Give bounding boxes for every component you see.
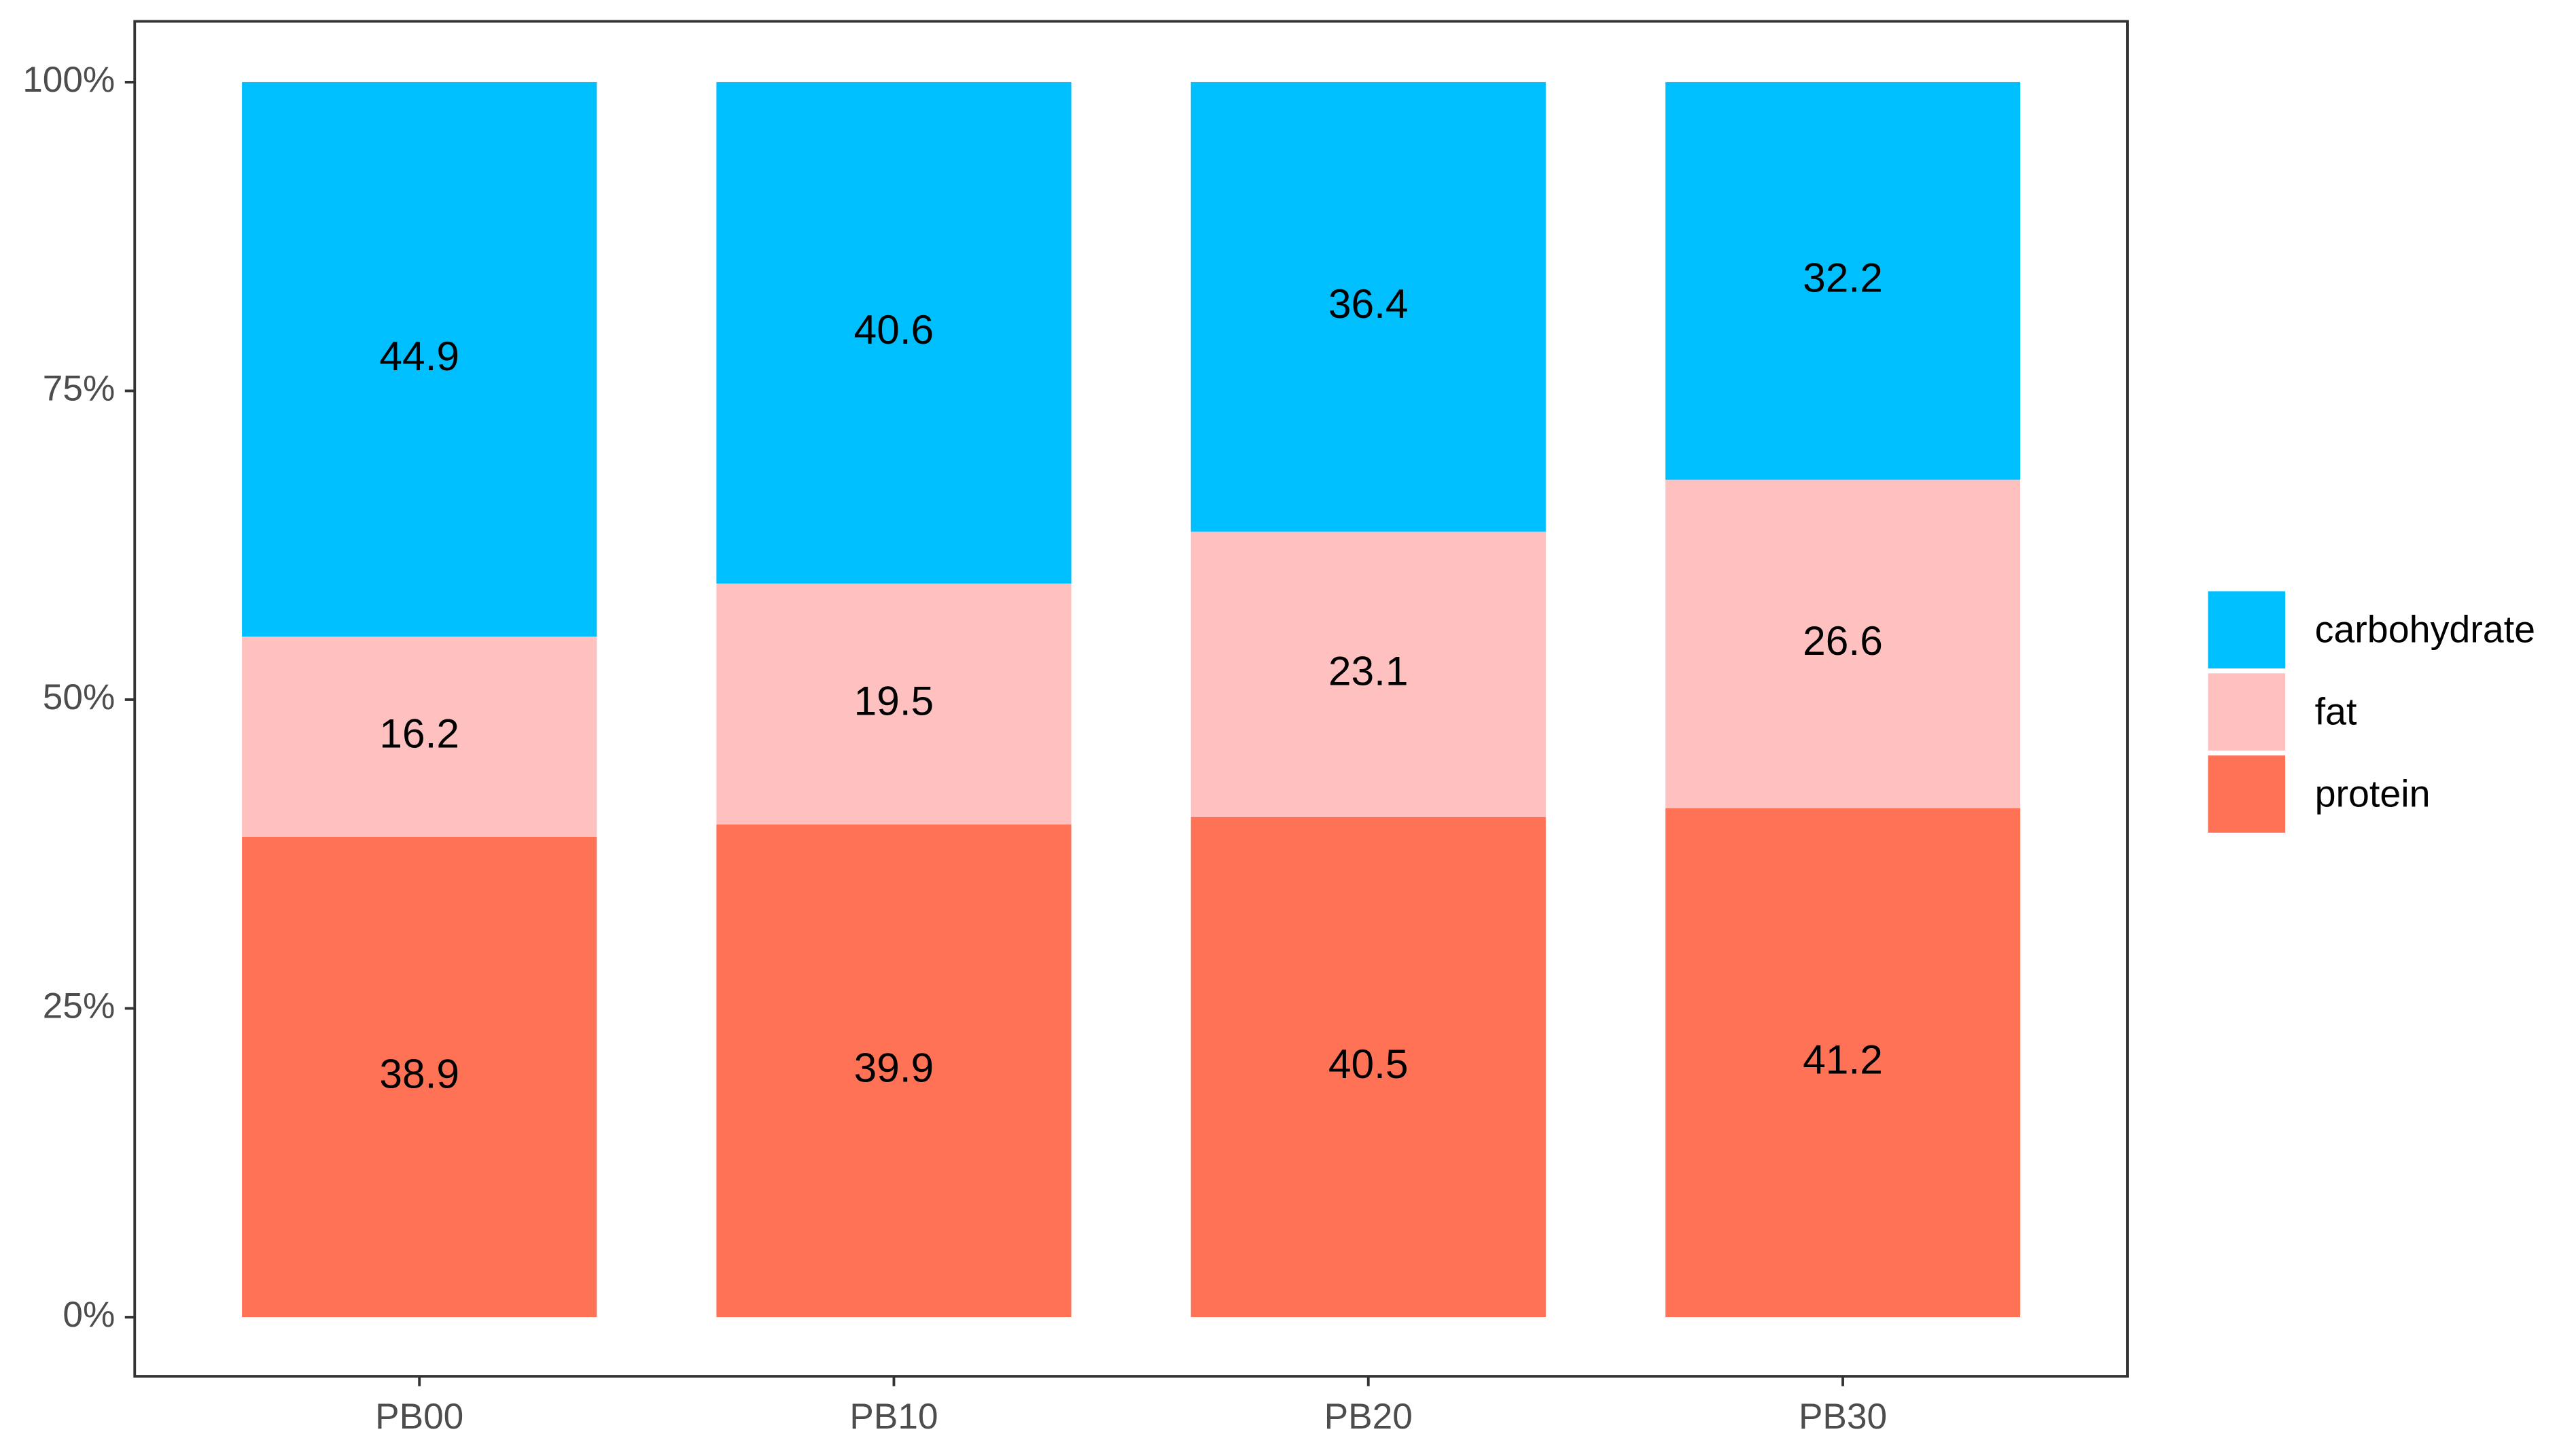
data-label: 23.1 [1328,648,1409,694]
y-tick-label: 50% [43,677,115,717]
data-label: 26.6 [1803,617,1883,664]
y-tick-label: 75% [43,368,115,408]
bar-segment [1665,82,2021,480]
legend-label: protein [2315,772,2431,814]
bar-segment [1665,480,2021,808]
bar-segment [716,584,1072,825]
data-label: 39.9 [854,1044,934,1090]
y-tick-label: 25% [43,986,115,1026]
bar-segment [242,82,597,637]
bar-segment [1190,82,1546,532]
bar-segment [1665,808,2021,1318]
legend-key [2208,755,2286,833]
data-label: 41.2 [1803,1036,1883,1082]
data-label: 40.6 [854,306,934,353]
y-tick-label: 100% [22,60,115,100]
bar-segment [716,82,1072,584]
x-tick-label: PB00 [375,1397,463,1437]
data-label: 32.2 [1803,255,1883,301]
bar-segment [1190,817,1546,1318]
x-tick-label: PB20 [1324,1397,1413,1437]
x-tick-label: PB10 [849,1397,938,1437]
data-label: 16.2 [379,710,459,756]
bar-segment [242,836,597,1318]
bar-segment [242,636,597,837]
data-label: 44.9 [379,333,459,379]
legend-label: carbohydrate [2315,609,2535,651]
data-label: 36.4 [1328,281,1409,327]
data-label: 38.9 [379,1050,459,1096]
data-label: 40.5 [1328,1041,1409,1087]
legend-label: fat [2315,690,2357,732]
legend-key [2208,591,2286,669]
data-label: 19.5 [854,677,934,723]
x-tick-label: PB30 [1799,1397,1887,1437]
bar-segment [716,824,1072,1318]
bar-segment [1190,531,1546,817]
legend-key [2208,673,2286,751]
y-tick-label: 0% [63,1295,115,1335]
